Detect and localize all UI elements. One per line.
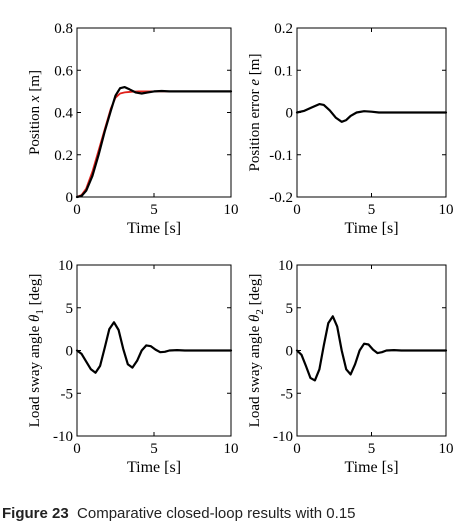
y-tick-label: 0: [66, 190, 74, 206]
panel-position: 0 5 10 0 0.2 0.4 0.6 0.8 Time [s] Position x [m]: [27, 21, 239, 237]
y-axis-label-text: Position error: [247, 86, 263, 172]
y-tick-label: 0.1: [274, 63, 293, 79]
x-tick-label: 5: [368, 202, 376, 218]
y-tick-label: 5: [286, 301, 294, 317]
y-tick-label: 10: [58, 258, 73, 274]
y-axis-label-unit: [deg]: [247, 274, 263, 309]
panel-sway-angle-1: 0 5 10 -10 -5 0 5 10 Time [s] Load sway angle θ1 …: [27, 258, 239, 476]
y-tick-label: -5: [281, 386, 294, 402]
y-tick-label: 0: [286, 106, 294, 122]
series-line-response: [75, 85, 233, 199]
caption-label: Figure 23: [2, 505, 69, 522]
y-axis-label-symbol: x: [27, 95, 43, 103]
y-axis-label-subscript: 1: [34, 309, 46, 315]
x-tick-label: 5: [150, 202, 158, 218]
x-tick-label: 0: [293, 202, 301, 218]
x-tick-label: 0: [73, 441, 81, 457]
x-tick-label: 0: [293, 441, 301, 457]
x-tick-label: 0: [73, 202, 81, 218]
y-axis-label: Position x [m]: [27, 70, 43, 155]
y-tick-label: 10: [278, 258, 293, 274]
x-axis-label: Time [s]: [344, 459, 398, 476]
y-axis-label-unit: [m]: [27, 70, 43, 95]
y-axis-label-text: Position: [27, 102, 43, 155]
y-tick-label: -0.2: [269, 190, 293, 206]
y-tick-label: 0.6: [54, 63, 73, 79]
caption-text: Comparative closed-loop results with 0.1…: [77, 505, 356, 522]
series-line-response: [295, 315, 448, 382]
y-axis-label-symbol: e: [247, 79, 263, 86]
figure-caption: Figure 23 Comparative closed-loop result…: [2, 505, 472, 524]
x-axis-label: Time [s]: [344, 220, 398, 237]
y-tick-label: -10: [53, 429, 73, 445]
y-axis-label-text: Load sway angle: [27, 322, 43, 427]
x-axis-label: Time [s]: [127, 220, 181, 237]
panel-position-error: 0 5 10 -0.2 -0.1 0 0.1 0.2 Time [s] Position erro…: [247, 21, 454, 237]
y-axis-label-symbol: θ: [27, 314, 43, 322]
x-tick-label: 5: [368, 441, 376, 457]
y-axis-label-text: Load sway angle: [247, 322, 263, 427]
y-axis-label: Position error e [m]: [247, 54, 263, 172]
x-tick-label: 5: [150, 441, 158, 457]
x-tick-label: 10: [439, 202, 454, 218]
x-tick-label: 10: [439, 441, 454, 457]
y-axis-label-subscript: 2: [254, 309, 266, 315]
y-tick-label: 0.8: [54, 21, 73, 37]
y-tick-label: 0: [286, 344, 294, 360]
x-tick-label: 10: [224, 441, 239, 457]
y-tick-label: 0: [66, 344, 74, 360]
x-tick-label: 10: [224, 202, 239, 218]
y-tick-label: -0.1: [269, 148, 293, 164]
y-tick-label: 5: [66, 301, 74, 317]
y-axis-label-symbol: θ: [247, 314, 263, 322]
y-axis-label: Load sway angle θ2 [deg]: [247, 274, 266, 428]
y-tick-label: -10: [273, 429, 293, 445]
y-tick-label: 0.4: [54, 106, 73, 122]
y-axis-label-unit: [m]: [247, 54, 263, 79]
y-axis-label-unit: [deg]: [27, 274, 43, 309]
y-tick-label: 0.2: [274, 21, 293, 37]
y-axis-label: Load sway angle θ1 [deg]: [27, 274, 46, 428]
y-tick-label: -5: [61, 386, 74, 402]
y-tick-label: 0.2: [54, 148, 73, 164]
series-line-response: [295, 102, 448, 123]
panel-sway-angle-2: 0 5 10 -10 -5 0 5 10 Time [s] Load sway angle θ2 …: [247, 258, 454, 476]
figure-background: [0, 0, 474, 504]
series-line-response: [75, 321, 233, 374]
x-axis-label: Time [s]: [127, 459, 181, 476]
